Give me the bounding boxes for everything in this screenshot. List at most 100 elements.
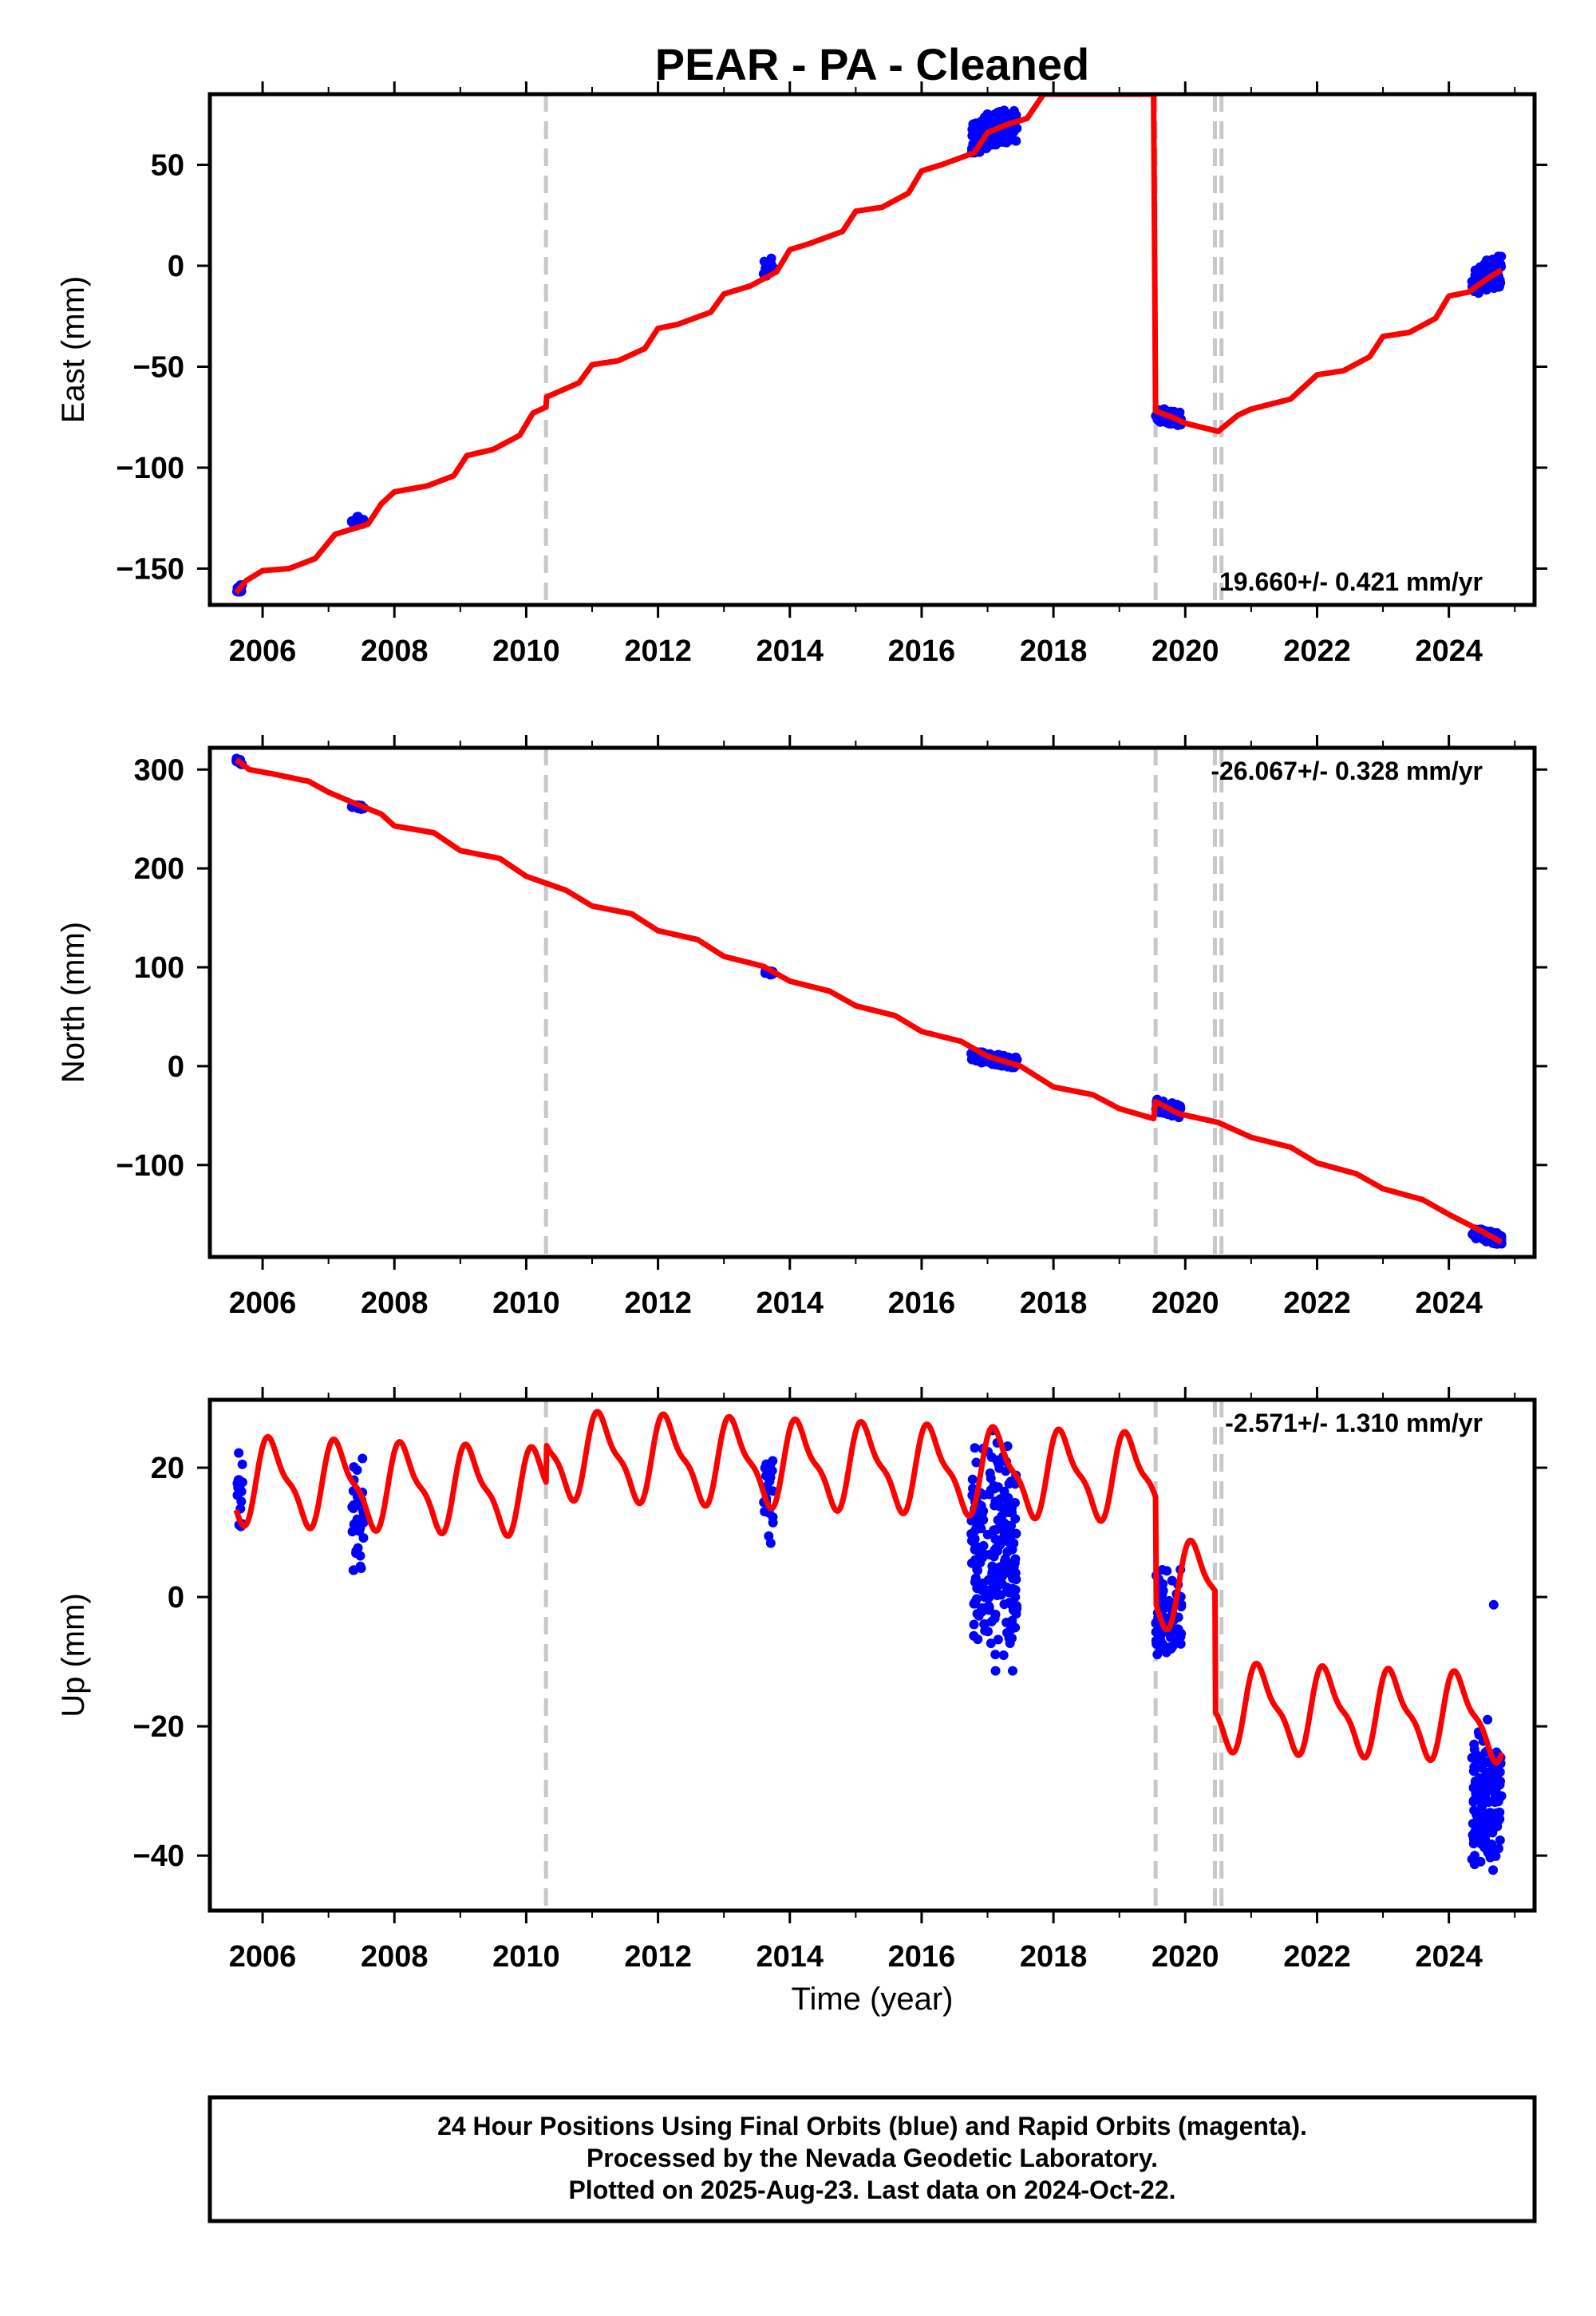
data-point <box>990 140 1001 150</box>
data-point <box>1001 1618 1012 1628</box>
plot-area <box>232 1400 1507 1911</box>
plot-frame <box>207 1397 1537 1913</box>
data-point <box>1157 1565 1167 1575</box>
data-point <box>994 1463 1005 1473</box>
data-point <box>234 1448 244 1458</box>
data-point <box>1495 1807 1505 1817</box>
data-point <box>979 1619 990 1630</box>
x-tick-label: 2020 <box>1152 634 1219 668</box>
data-point <box>358 1532 369 1543</box>
data-point <box>992 111 1002 121</box>
data-point <box>1005 1476 1016 1487</box>
data-point <box>982 110 993 121</box>
footer-line-3: Plotted on 2025-Aug-23. Last data on 202… <box>568 2176 1175 2204</box>
x-tick-label: 2018 <box>1020 1940 1088 1974</box>
data-point <box>1493 1791 1503 1801</box>
data-point <box>972 1609 982 1619</box>
data-points <box>231 105 1507 597</box>
data-point <box>986 1638 996 1649</box>
velocity-label: -2.571+/- 1.310 mm/yr <box>1225 1409 1483 1437</box>
data-point <box>1474 270 1484 280</box>
y-tick-label: 100 <box>134 951 184 985</box>
y-tick-label: −100 <box>116 452 184 485</box>
x-tick-label: 2014 <box>756 1940 824 1974</box>
data-point <box>1161 1598 1171 1608</box>
data-point <box>995 1562 1005 1572</box>
data-point <box>969 1619 979 1630</box>
data-point <box>1011 1528 1021 1539</box>
data-point <box>970 1595 981 1606</box>
data-point <box>1468 1831 1479 1841</box>
data-point <box>1158 1579 1168 1589</box>
data-point <box>1493 1815 1503 1825</box>
data-point <box>1010 1585 1021 1595</box>
y-tick-label: 50 <box>151 149 184 183</box>
data-point <box>1488 1865 1499 1875</box>
data-point <box>1470 1777 1480 1787</box>
x-tick-label: 2020 <box>1152 1286 1219 1320</box>
model-fit-line <box>234 94 1503 595</box>
data-point <box>983 1626 994 1637</box>
up-panel: 2006 2008 2010 2012 2014 2016 2018 2020 2022 2024… <box>56 1387 1547 1974</box>
data-point <box>986 1473 996 1484</box>
east-panel: 2006 2008 2010 2012 2014 2016 2018 2020 2022 2024… <box>56 81 1547 668</box>
data-point <box>1175 1628 1186 1638</box>
data-point <box>1002 1585 1013 1595</box>
data-point <box>1176 1602 1187 1612</box>
x-tick-label: 2018 <box>1020 1286 1088 1320</box>
data-point <box>970 1556 980 1567</box>
data-point <box>1156 1635 1166 1646</box>
x-tick-label: 2014 <box>756 1286 824 1320</box>
x-tick-label: 2006 <box>229 1286 297 1320</box>
x-tick-label: 2010 <box>492 634 560 668</box>
data-point <box>356 1563 366 1574</box>
data-point <box>993 1515 1003 1525</box>
data-point <box>978 1549 988 1559</box>
x-tick-label: 2014 <box>756 634 824 668</box>
data-point <box>346 516 357 526</box>
x-tick-label: 2008 <box>361 1940 429 1974</box>
data-points <box>232 1425 1507 1875</box>
data-point <box>987 1561 998 1571</box>
data-point <box>1468 1838 1479 1848</box>
data-point <box>1469 1745 1479 1755</box>
data-point <box>1487 1839 1497 1849</box>
data-point <box>1495 1835 1505 1845</box>
y-tick-label: −150 <box>116 552 184 586</box>
data-point <box>967 1474 978 1484</box>
velocity-label: 19.660+/- 0.421 mm/yr <box>1219 567 1483 596</box>
figure-title: PEAR - PA - Cleaned <box>655 39 1090 89</box>
y-tick-label: −20 <box>133 1710 184 1744</box>
data-point <box>992 1591 1002 1601</box>
data-point <box>351 1548 361 1559</box>
data-point <box>984 1489 994 1500</box>
footer-line-1: 24 Hour Positions Using Final Orbits (bl… <box>437 2112 1307 2140</box>
data-point <box>1002 1547 1013 1557</box>
data-point <box>1491 1774 1501 1784</box>
y-tick-label: 0 <box>168 1050 184 1084</box>
data-point <box>998 1571 1008 1582</box>
data-point <box>990 1650 1001 1660</box>
x-tick-label: 2024 <box>1415 1940 1483 1974</box>
plot-area <box>231 748 1507 1257</box>
data-point <box>1006 1520 1017 1531</box>
y-tick-label: −100 <box>116 1149 184 1183</box>
x-tick-label: 2022 <box>1283 1940 1351 1974</box>
data-point <box>1477 1816 1487 1826</box>
data-point <box>973 1634 983 1645</box>
y-tick-label: 200 <box>134 852 184 886</box>
data-points <box>231 753 1507 1249</box>
data-point <box>984 1605 994 1615</box>
x-tick-label: 2022 <box>1283 1286 1351 1320</box>
x-tick-label: 2024 <box>1415 634 1483 668</box>
data-point <box>349 1500 359 1510</box>
data-point <box>236 1496 247 1507</box>
data-point <box>976 1500 986 1511</box>
x-axis-label: Time (year) <box>792 1982 954 2017</box>
x-tick-label: 2012 <box>624 634 692 668</box>
data-point <box>1479 1788 1489 1798</box>
data-point <box>970 1544 981 1555</box>
y-tick-label: −50 <box>133 351 184 385</box>
data-point <box>1008 1605 1018 1615</box>
